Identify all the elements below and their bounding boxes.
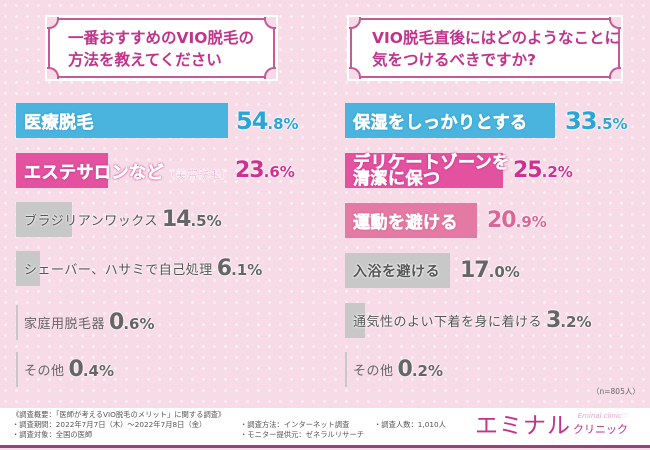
- survey-period: ・調査期間：2022年7月7日（木）〜2022年7月8日（金）: [12, 420, 207, 429]
- bar-label: 入浴を避ける: [353, 263, 440, 280]
- bar-value: 3.2%: [546, 308, 592, 333]
- bar-value: 23.6%: [235, 158, 295, 183]
- bar-label: エステサロンなど（美容脱毛）: [24, 163, 233, 184]
- survey-count: ・調査人数：1,010人: [374, 420, 446, 429]
- bar-label: 運動を避ける: [353, 213, 458, 234]
- corner-decoration: [264, 17, 276, 29]
- corner-decoration: [47, 67, 59, 79]
- bar-value: 25.2%: [513, 158, 573, 183]
- bar-fill: [16, 153, 108, 188]
- bar-fill: [16, 103, 228, 138]
- bar-label: 保湿をしっかりとする: [353, 113, 528, 134]
- bar-value: 54.8%: [236, 106, 299, 135]
- bar-fill: [345, 103, 555, 138]
- bar-fill: [345, 153, 503, 188]
- corner-decoration: [609, 67, 621, 79]
- bar-fill: [345, 352, 347, 387]
- survey-summary: 《調査概要：「医師が考えるVIO脱毛のメリット」に関する調査》: [12, 410, 226, 419]
- clinic-logo: Eminal clinic♡ エミナル クリニック: [475, 412, 628, 440]
- bar-value: 0.4%: [68, 357, 114, 382]
- bar-fill: [16, 251, 40, 286]
- survey-method: ・調査方法：インターネット調査: [240, 420, 350, 429]
- corner-decoration: [47, 17, 59, 29]
- bar-value: 6.1%: [216, 256, 263, 281]
- bar-label: その他: [353, 364, 394, 379]
- corner-decoration: [609, 17, 621, 29]
- survey-provider: ・モニター提供元：ゼネラルリサーチ: [240, 430, 365, 439]
- bar-fill: [345, 253, 450, 288]
- bar-value: 14.5%: [161, 207, 222, 232]
- bar-label: シェーバー、ハサミで自己処理: [24, 263, 213, 278]
- question-line-1: 一番おすすめのVIO脱毛の: [68, 29, 254, 47]
- logo-sub: クリニック: [573, 423, 628, 436]
- bar-label: デリケートゾーンを 清潔に保つ: [353, 152, 510, 189]
- bar-label: 通気性のよい下着を身に着ける: [353, 315, 543, 330]
- question-line-1: VIO脱毛直後にはどのようなことに: [372, 29, 620, 47]
- bar-label: その他: [24, 364, 65, 379]
- logo-main: エミナル: [475, 413, 571, 439]
- bar-fill: [16, 202, 72, 237]
- bar-value: 33.5%: [565, 106, 628, 135]
- logo-script: Eminal clinic♡: [577, 412, 628, 420]
- bar-fill: [345, 203, 477, 238]
- bar-label: ブラジリアンワックス: [24, 214, 158, 229]
- bar-value: 0.6%: [109, 310, 155, 335]
- question-line-2: 気をつけるべきですか?: [372, 51, 536, 69]
- corner-decoration: [264, 67, 276, 79]
- right-question-box: VIO脱毛直後にはどのようなことに 気をつけるべきですか?: [349, 17, 621, 79]
- sample-size-note: （n=805人）: [592, 387, 640, 396]
- corner-decoration: [349, 17, 361, 29]
- bar-value: 0.2%: [397, 357, 443, 382]
- bar-fill: [345, 303, 365, 338]
- bar-fill: [16, 305, 18, 340]
- bar-fill: [16, 352, 18, 387]
- bar-value: 17.0%: [460, 258, 520, 283]
- survey-target: ・調査対象：全国の医師: [12, 430, 93, 439]
- corner-decoration: [349, 67, 361, 79]
- bar-value: 20.9%: [487, 208, 547, 233]
- left-question-box: 一番おすすめのVIO脱毛の 方法を教えてください: [47, 17, 276, 79]
- bar-label: 家庭用脱毛器: [24, 317, 106, 332]
- bar-label: 医療脱毛: [24, 113, 94, 134]
- question-line-2: 方法を教えてください: [68, 51, 222, 69]
- survey-footer: 《調査概要：「医師が考えるVIO脱毛のメリット」に関する調査》 ・調査期間：20…: [0, 408, 650, 448]
